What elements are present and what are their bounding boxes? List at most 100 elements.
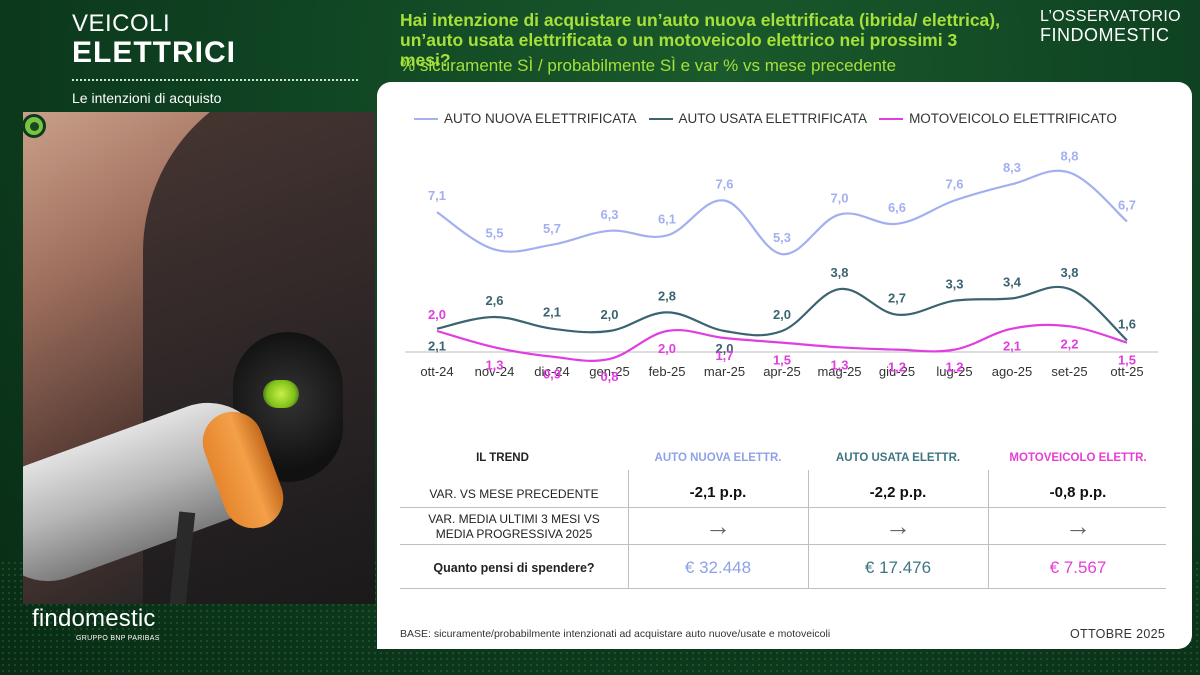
arrow-right-icon: →	[705, 511, 731, 541]
spend-value-usata: € 17.476	[864, 558, 932, 577]
data-label-usata: 2,8	[658, 288, 676, 303]
survey-question: Hai intenzione di acquistare un’auto nuo…	[400, 10, 1000, 70]
osservatorio-line-1: L’OSSERVATORIO	[1040, 8, 1181, 25]
data-label-moto: 1,2	[888, 360, 906, 375]
data-label-nuova: 5,3	[773, 230, 791, 245]
legend-item-nuova: AUTO NUOVA ELETTRIFICATA	[414, 111, 637, 126]
data-label-usata: 2,0	[715, 341, 733, 356]
row-label-var: VAR. VS MESE PRECEDENTE	[429, 487, 599, 501]
data-label-usata: 2,6	[485, 293, 503, 308]
data-label-usata: 2,7	[888, 291, 906, 306]
x-tick-label: dic-24	[534, 364, 569, 379]
logo-group: GRUPPO BNP PARIBAS	[76, 635, 160, 642]
var-value-nuova: -2,1 p.p.	[689, 484, 747, 501]
data-label-usata: 3,4	[1003, 274, 1022, 289]
survey-question-measure: % sicuramente SÌ / probabilmente SÌ e va…	[400, 56, 897, 75]
x-tick-label: ott-24	[420, 364, 453, 379]
data-label-nuova: 7,0	[830, 191, 848, 206]
x-tick-label: apr-25	[763, 364, 801, 379]
arrow-right-icon: →	[885, 511, 911, 541]
data-label-usata: 2,1	[543, 305, 561, 320]
row-label-spend: Quanto pensi di spendere?	[433, 561, 595, 575]
data-label-moto: 1,5	[773, 353, 791, 368]
x-tick-label: ott-25	[1110, 364, 1143, 379]
legend-swatch-usata	[648, 117, 673, 120]
data-label-moto: 0,9	[543, 367, 561, 382]
data-label-nuova: 8,3	[1003, 160, 1021, 175]
osservatorio-line-2: FINDOMESTIC	[1040, 25, 1170, 45]
table-row-divider	[400, 588, 1166, 589]
trend-col-moto: MOTOVEICOLO ELETTR.	[1009, 452, 1147, 464]
table-col-divider	[628, 470, 629, 588]
data-label-nuova: 7,6	[945, 177, 963, 192]
x-tick-label: feb-25	[649, 364, 686, 379]
osservatorio-logo: L’OSSERVATORIO FINDOMESTIC	[1040, 8, 1181, 46]
x-tick-label: mag-25	[817, 364, 861, 379]
table-row-divider	[400, 507, 1166, 508]
legend-swatch-moto	[879, 117, 904, 120]
x-tick-label: lug-25	[936, 364, 972, 379]
data-label-nuova: 6,3	[600, 207, 618, 222]
legend-label-usata: AUTO USATA ELETTRIFICATA	[678, 111, 868, 126]
legend-item-usata: AUTO USATA ELETTRIFICATA	[648, 111, 868, 126]
data-label-moto: 2,0	[428, 307, 446, 322]
trend-col-usata: AUTO USATA ELETTR.	[835, 452, 961, 464]
data-label-moto: 2,2	[1060, 336, 1078, 351]
x-tick-label: set-25	[1051, 364, 1087, 379]
var-value-usata: -2,2 p.p.	[869, 484, 927, 501]
x-tick-label: nov-24	[475, 364, 515, 379]
data-label-moto: 0,8	[600, 369, 618, 384]
section-title: VEICOLI ELETTRICI	[72, 10, 236, 70]
spend-value-moto: € 7.567	[1049, 558, 1107, 577]
series-line-moto	[436, 323, 1128, 362]
data-label-moto: 2,1	[1003, 339, 1021, 354]
section-subtitle: Le intenzioni di acquisto	[72, 90, 222, 106]
x-tick-label: giu-25	[879, 364, 915, 379]
data-label-moto: 1,2	[945, 360, 963, 375]
data-label-usata: 3,8	[830, 265, 848, 280]
legend-item-moto: MOTOVEICOLO ELETTRIFICATO	[879, 111, 1117, 126]
data-label-nuova: 8,8	[1060, 149, 1078, 164]
logo-name: findomestic	[32, 605, 156, 632]
spend-value-nuova: € 32.448	[684, 558, 752, 577]
var-value-moto: -0,8 p.p.	[1049, 484, 1107, 501]
data-label-usata: 3,8	[1060, 265, 1078, 280]
table-col-divider	[808, 470, 809, 588]
chart-card	[377, 82, 1192, 649]
eye-icon	[22, 114, 46, 138]
arrow-right-icon: →	[1065, 511, 1091, 541]
x-tick-label: gen-25	[589, 364, 629, 379]
data-label-usata: 3,3	[945, 277, 963, 292]
data-label-moto: 2,0	[658, 341, 676, 356]
data-label-nuova: 5,7	[543, 221, 561, 236]
trend-col-nuova: AUTO NUOVA ELETTR.	[654, 452, 782, 464]
series-line-usata	[436, 285, 1128, 342]
data-label-nuova: 6,1	[658, 211, 676, 226]
row-label-media-line1: VAR. MEDIA ULTIMI 3 MESI VS	[428, 512, 600, 526]
x-tick-label: mar-25	[704, 364, 745, 379]
table-row-divider	[400, 544, 1166, 545]
title-line-1: VEICOLI	[72, 10, 171, 37]
title-line-2: ELETTRICI	[72, 36, 236, 69]
row-label-media: VAR. MEDIA ULTIMI 3 MESI VS MEDIA PROGRE…	[400, 512, 628, 542]
x-tick-label: ago-25	[992, 364, 1032, 379]
series-line-nuova	[436, 169, 1128, 256]
data-label-usata: 2,1	[428, 339, 446, 354]
legend-label-moto: MOTOVEICOLO ELETTRIFICATO	[909, 111, 1117, 126]
data-label-moto: 1,3	[830, 357, 848, 372]
dotted-divider	[72, 79, 358, 81]
legend-label-nuova: AUTO NUOVA ELETTRIFICATA	[444, 111, 637, 126]
data-label-moto: 1,7	[715, 348, 733, 363]
row-label-media-line2: MEDIA PROGRESSIVA 2025	[435, 527, 593, 541]
data-label-usata: 2,0	[773, 307, 791, 322]
data-label-moto: 1,5	[1118, 353, 1136, 368]
footer-date: OTTOBRE 2025	[1070, 627, 1166, 641]
data-label-nuova: 7,1	[428, 188, 446, 203]
footer-base-note: BASE: sicuramente/probabilmente intenzio…	[400, 628, 831, 640]
data-label-usata: 2,0	[600, 307, 618, 322]
chart-legend: AUTO NUOVA ELETTRIFICATA AUTO USATA ELET…	[414, 111, 1117, 126]
data-label-moto: 1,3	[485, 357, 503, 372]
data-label-usata: 1,6	[1118, 316, 1136, 331]
legend-swatch-nuova	[414, 117, 438, 120]
